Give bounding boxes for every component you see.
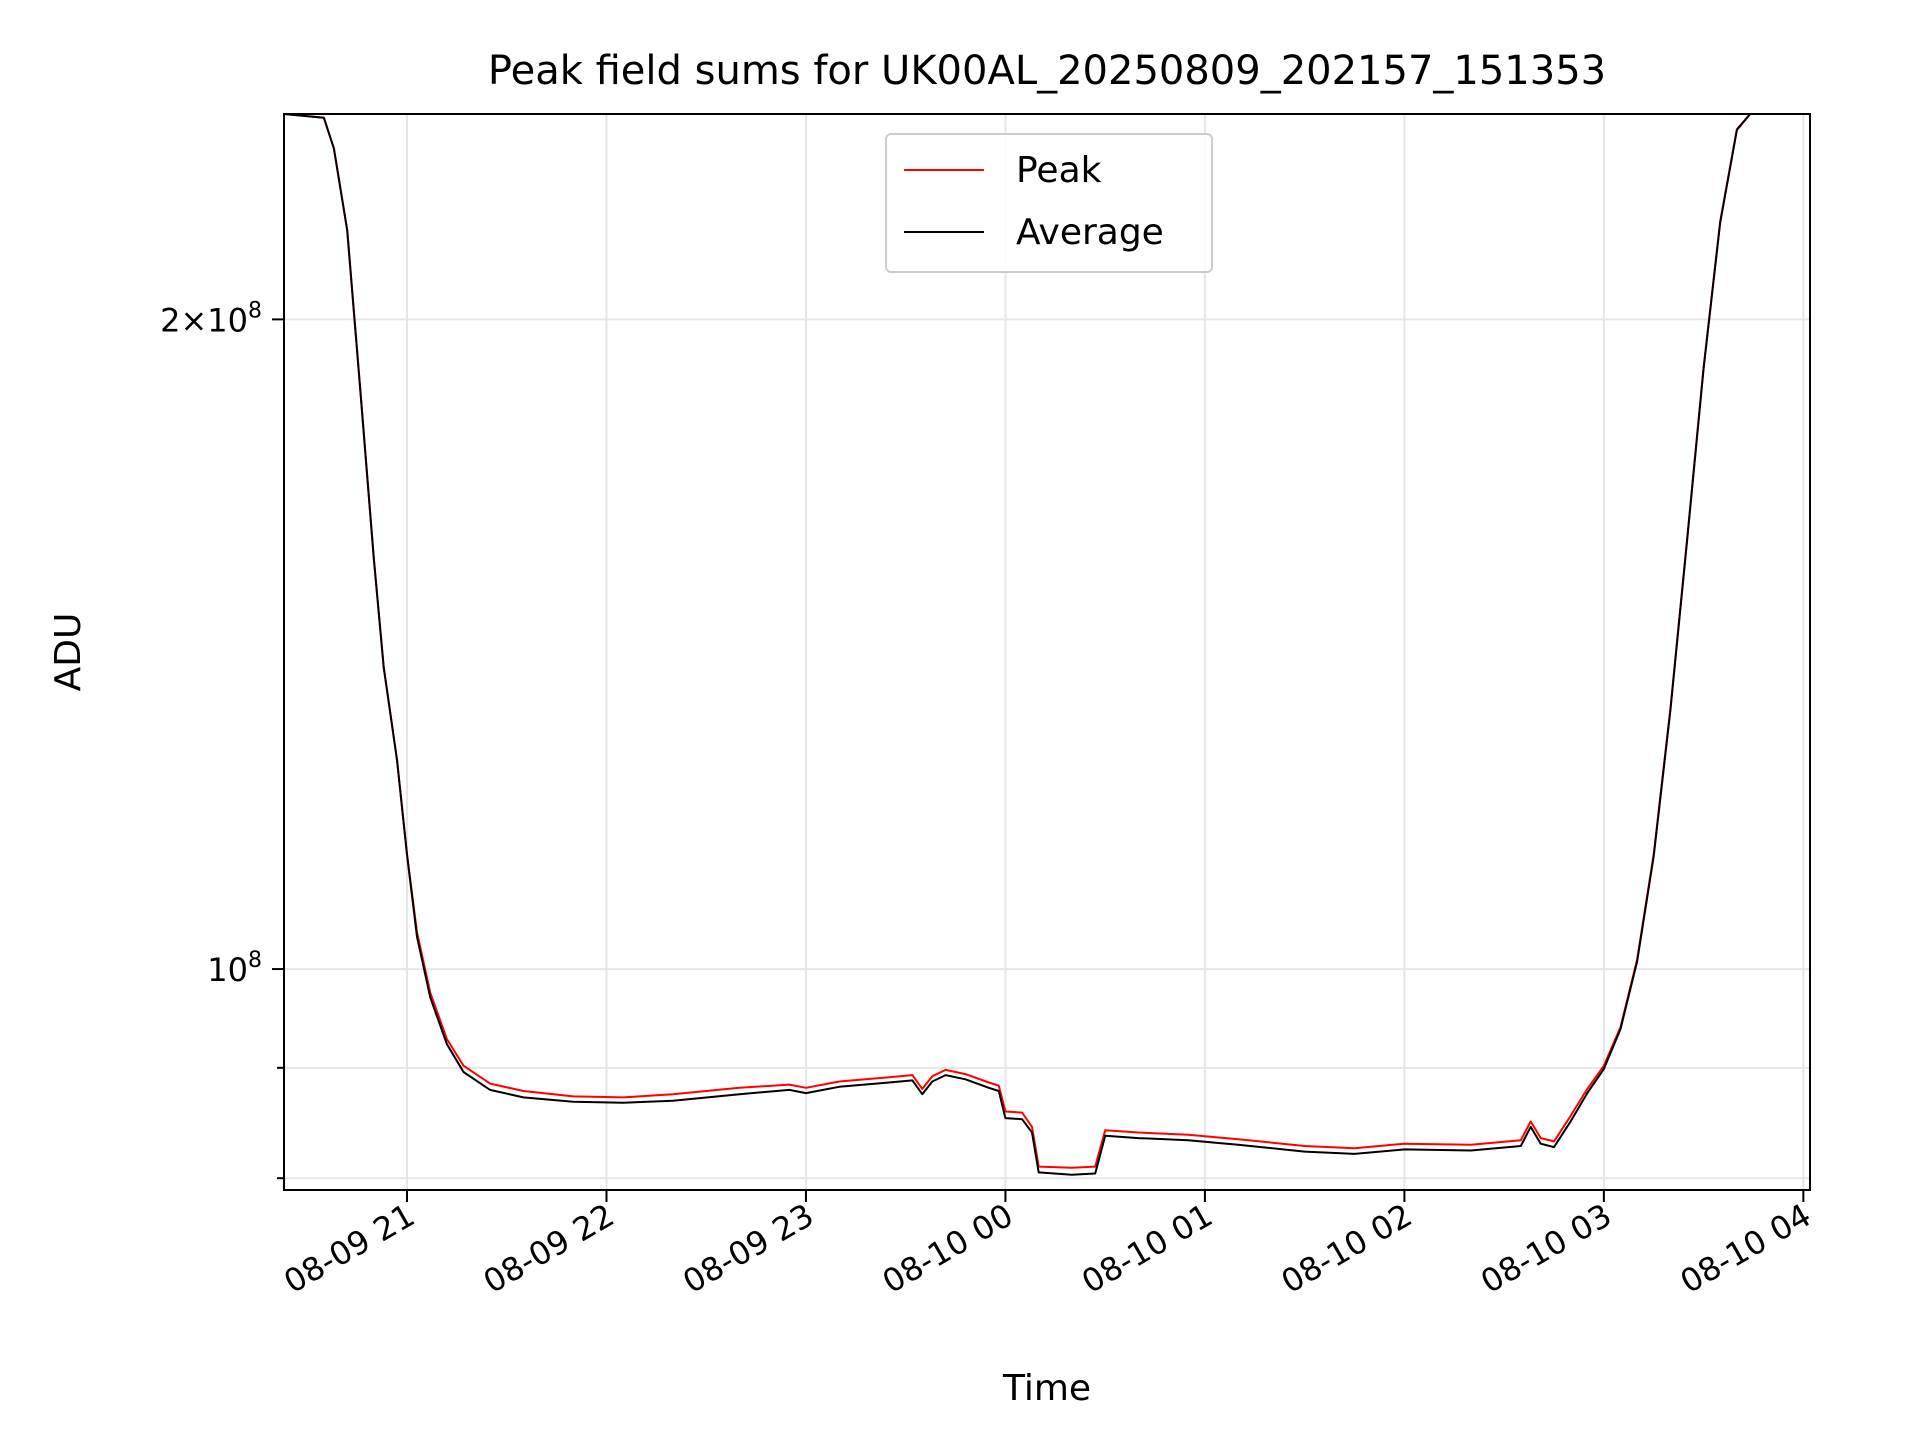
y-tick-label: 108 [207, 948, 262, 989]
plot-area [284, 114, 1810, 1176]
series-line-peak [284, 114, 1810, 1169]
y-axis: 108 2×108 [160, 298, 284, 1180]
y-tick-label: 2×108 [160, 298, 262, 339]
axes-frame [283, 113, 1811, 1191]
x-axis-label: Time [1002, 1368, 1091, 1409]
series-line-average [284, 114, 1810, 1176]
y-axis-label: ADU [48, 613, 89, 692]
grid [284, 114, 1810, 1190]
legend-label: Average [1016, 212, 1164, 253]
chart-title: Peak field sums for UK00AL_20250809_2021… [488, 48, 1606, 94]
legend-box [885, 133, 1213, 273]
legend-label: Peak [1016, 150, 1102, 191]
legend: Peak Average [885, 133, 1213, 273]
